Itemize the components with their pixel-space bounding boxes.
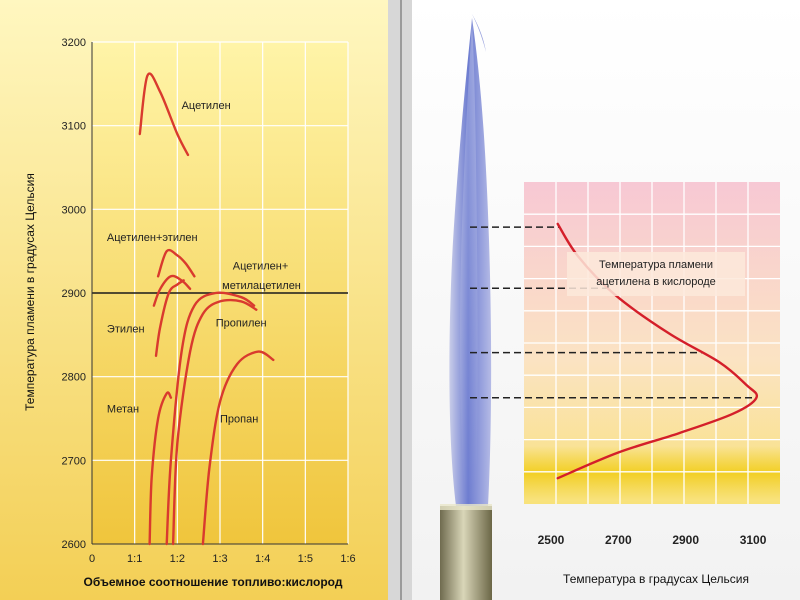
series-line xyxy=(138,72,190,157)
left-x-axis-title: Объемное соотношение топливо:кислород xyxy=(84,575,343,589)
left-x-tick-label: 1:2 xyxy=(170,553,185,565)
right-x-axis-title: Температура в градусах Цельсия xyxy=(563,572,749,586)
left-y-tick-label: 2600 xyxy=(62,539,86,551)
left-y-tick-label: 2900 xyxy=(62,288,86,300)
series-line xyxy=(171,298,258,546)
right-x-tick-label: 2500 xyxy=(538,533,565,547)
series-label: Пропан xyxy=(220,414,258,426)
right-title-box xyxy=(567,252,745,296)
left-y-axis-title: Температура пламени в градусах Цельсия xyxy=(23,173,37,411)
right-x-tick-label: 3100 xyxy=(740,533,767,547)
left-grid xyxy=(92,41,349,544)
series-label: Пропилен xyxy=(216,317,267,329)
left-x-tick-label: 0 xyxy=(89,553,95,565)
left-x-tick-label: 1:6 xyxy=(340,553,355,565)
flame-highlight xyxy=(460,18,478,506)
left-labels: Ацетилен Ацетилен+этилен Ацетилен+ метилаце… xyxy=(107,100,301,426)
left-x-tick-label: 1:3 xyxy=(212,553,227,565)
series-label: метилацетилен xyxy=(222,280,301,292)
series-label: Ацетилен+этилен xyxy=(107,232,198,244)
left-x-tick-label: 1:1 xyxy=(127,553,142,565)
series-line xyxy=(156,248,196,278)
nozzle xyxy=(440,506,492,600)
left-y-tick-label: 3100 xyxy=(62,121,86,133)
series-line xyxy=(201,350,275,546)
series-label: Ацетилен+ xyxy=(233,261,288,273)
right-x-ticks: 2500 2700 2900 3100 xyxy=(538,533,767,547)
left-y-tick-label: 2800 xyxy=(62,372,86,384)
right-x-tick-label: 2700 xyxy=(605,533,632,547)
series-label: Этилен xyxy=(107,323,145,335)
series-line xyxy=(154,279,185,357)
right-x-tick-label: 2900 xyxy=(672,533,699,547)
right-title-line-1: Температура пламени xyxy=(599,259,713,271)
series-line xyxy=(165,291,256,546)
left-y-tick-label: 2700 xyxy=(62,455,86,467)
left-series xyxy=(138,72,275,546)
left-y-tick-label: 3000 xyxy=(62,204,86,216)
series-line xyxy=(152,274,192,307)
series-label: Метан xyxy=(107,404,139,416)
left-y-tick-label: 3200 xyxy=(62,37,86,49)
series-label: Ацетилен xyxy=(182,100,231,112)
nozzle-rim xyxy=(440,504,492,510)
series-line xyxy=(148,391,173,546)
left-x-tick-label: 1:5 xyxy=(298,553,313,565)
right-title-line-2: ацетилена в кислороде xyxy=(596,276,716,288)
right-chart-title: Температура пламени ацетилена в кислороде xyxy=(596,259,716,288)
left-axes: 2600 2700 2800 2900 3000 3100 3200 0 1:1 1:2 1:3 1:… xyxy=(62,37,356,565)
left-x-tick-label: 1:4 xyxy=(255,553,270,565)
